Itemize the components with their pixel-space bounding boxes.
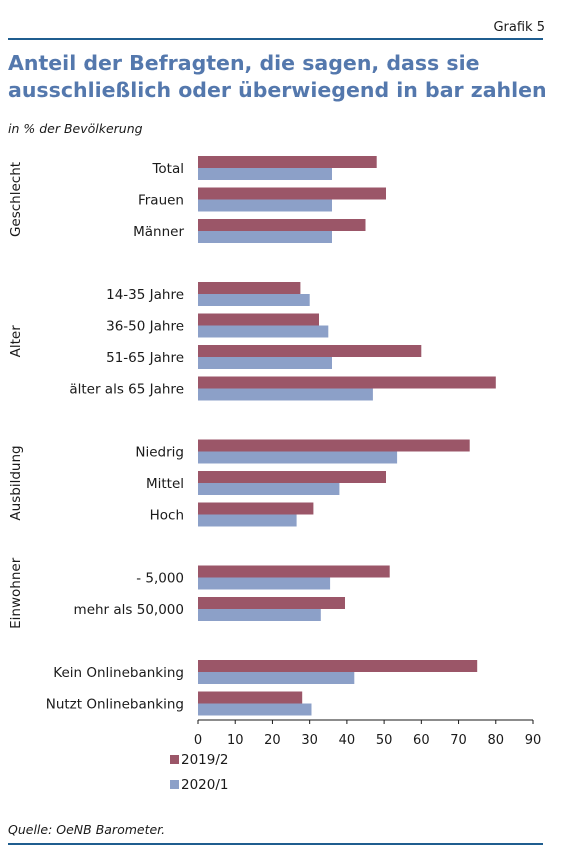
bar-2020-1 <box>198 168 332 180</box>
bar-2020-1 <box>198 451 398 464</box>
category-label: 14-35 Jahre <box>106 287 184 303</box>
figure-number: Grafik 5 <box>493 20 545 35</box>
category-label: 51-65 Jahre <box>106 350 184 366</box>
group-label: Ausbildung <box>8 445 24 520</box>
bar-2019-2 <box>198 219 366 231</box>
bar-2019-2 <box>198 597 345 609</box>
bar-2019-2 <box>198 345 422 357</box>
bar-2019-2 <box>198 156 377 168</box>
bar-2020-1 <box>198 388 373 401</box>
category-label: mehr als 50,000 <box>74 602 184 618</box>
chart-title: Anteil der Befragten, die sagen, dass si… <box>8 51 547 102</box>
bar-2020-1 <box>198 325 329 338</box>
x-tick-label: 0 <box>194 733 202 748</box>
bar-2019-2 <box>198 313 319 326</box>
bar-2020-1 <box>198 672 355 684</box>
x-tick-label: 60 <box>413 733 430 748</box>
category-label: 36-50 Jahre <box>106 319 184 335</box>
bar-2020-1 <box>198 294 310 306</box>
top-rule <box>8 38 543 40</box>
x-tick-label: 20 <box>264 733 281 748</box>
bar-2019-2 <box>198 660 478 672</box>
bar-2020-1 <box>198 357 332 369</box>
x-tick-label: 80 <box>488 733 505 748</box>
legend-swatch <box>170 780 179 789</box>
bar-2020-1 <box>198 231 332 243</box>
bottom-rule <box>8 843 543 845</box>
x-tick-label: 50 <box>376 733 393 748</box>
legend-label: 2020/1 <box>181 777 229 793</box>
bar-2019-2 <box>198 471 386 483</box>
category-label: älter als 65 Jahre <box>69 382 184 398</box>
x-tick-label: 10 <box>227 733 244 748</box>
bar-2020-1 <box>198 577 331 590</box>
category-label: Hoch <box>150 508 184 524</box>
bar-2019-2 <box>198 282 301 294</box>
source-note: Quelle: OeNB Barometer. <box>8 822 166 837</box>
x-tick-label: 70 <box>450 733 467 748</box>
bar-2020-1 <box>198 199 332 212</box>
bar-2019-2 <box>198 439 470 452</box>
legend-label: 2019/2 <box>181 752 229 768</box>
category-label: Frauen <box>138 193 184 209</box>
category-label: Männer <box>133 224 184 240</box>
group-label: Einwohner <box>8 557 24 629</box>
group-label: Alter <box>8 325 24 358</box>
category-label: Niedrig <box>135 445 184 461</box>
bar-2019-2 <box>198 565 390 578</box>
bar-2019-2 <box>198 187 386 200</box>
bar-2020-1 <box>198 609 321 621</box>
category-label: Mittel <box>146 476 184 492</box>
x-tick-label: 90 <box>525 733 542 748</box>
x-tick-label: 40 <box>339 733 356 748</box>
bar-2020-1 <box>198 483 340 495</box>
x-tick-label: 30 <box>301 733 318 748</box>
legend-swatch <box>170 755 179 764</box>
category-label: Total <box>151 161 184 177</box>
group-label: Geschlecht <box>8 162 24 237</box>
bar-2020-1 <box>198 514 297 527</box>
bar-2019-2 <box>198 502 314 515</box>
category-label: Kein Onlinebanking <box>53 665 184 681</box>
bar-2020-1 <box>198 703 312 716</box>
category-label: - 5,000 <box>136 571 184 587</box>
chart-subtitle: in % der Bevölkerung <box>8 121 143 136</box>
bar-2019-2 <box>198 376 496 389</box>
bar-2019-2 <box>198 691 303 704</box>
category-label: Nutzt Onlinebanking <box>46 697 184 713</box>
